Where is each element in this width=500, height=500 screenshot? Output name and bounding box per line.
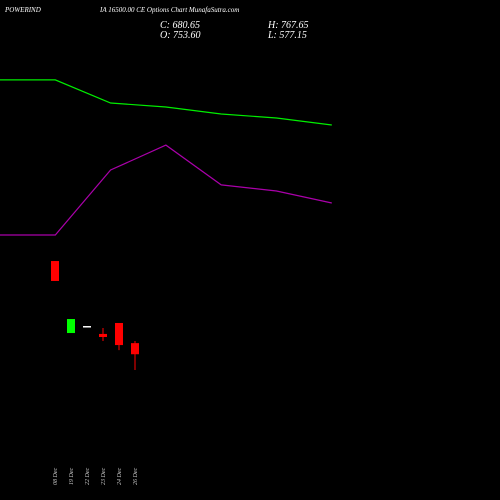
chart-title: POWERIND bbox=[4, 6, 41, 14]
stat-close: C: 680.65 bbox=[160, 20, 200, 31]
candle-body bbox=[99, 333, 107, 337]
x-tick-label: 19 Dec bbox=[69, 468, 75, 485]
candle-body bbox=[115, 322, 123, 346]
stat-open: O: 753.60 bbox=[160, 30, 201, 41]
ma-line bbox=[0, 79, 332, 126]
x-tick-label: 26 Dec bbox=[133, 468, 139, 485]
candle-body bbox=[131, 343, 139, 355]
candle-body bbox=[51, 261, 59, 281]
x-tick-label: 22 Dec bbox=[85, 468, 91, 485]
stat-low: L: 577.15 bbox=[267, 30, 307, 41]
x-tick-label: 08 Dec bbox=[53, 468, 59, 485]
x-tick-label: 24 Dec bbox=[116, 468, 123, 485]
candle-body bbox=[83, 326, 91, 328]
x-tick-label: 23 Dec bbox=[101, 468, 107, 485]
stat-high: H: 767.65 bbox=[267, 20, 309, 31]
chart-subtitle: IA 16500.00 CE Options Chart MunafaSutra… bbox=[99, 6, 239, 14]
candle-body bbox=[67, 319, 75, 334]
ma-line bbox=[0, 144, 332, 236]
